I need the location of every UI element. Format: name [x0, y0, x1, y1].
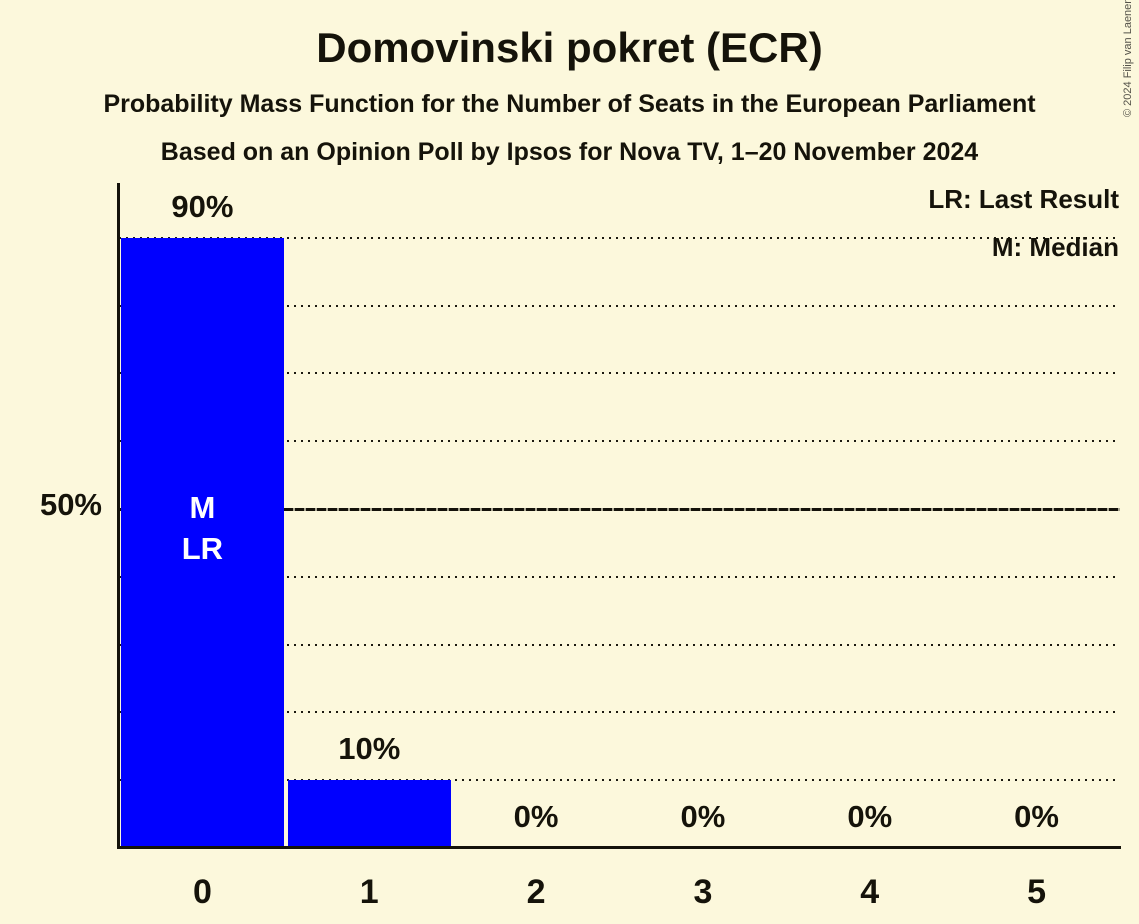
chart-title: Domovinski pokret (ECR): [316, 24, 823, 71]
bar-annotation-median-lastresult: M LR: [181, 490, 224, 566]
bar-value-label-4: 0%: [847, 799, 893, 834]
gridline-40pct: [119, 575, 1120, 578]
gridline-60pct: [119, 440, 1120, 443]
gridline-90pct: [119, 236, 1120, 239]
gridline-50pct: [119, 507, 1120, 511]
bar-seats-0: [120, 237, 284, 846]
bar-seats-1: [287, 780, 451, 846]
copyright-notice: © 2024 Filip van Laenen: [1122, 0, 1134, 117]
y-axis-tick-label: 50%: [39, 487, 102, 522]
gridline-20pct: [119, 711, 1120, 714]
bar-value-label-0: 90%: [171, 188, 234, 224]
x-tick-label-1: 1: [359, 873, 379, 911]
x-tick-label-0: 0: [192, 873, 212, 911]
gridline-10pct: [119, 779, 1120, 782]
chart-source-line: Based on an Opinion Poll by Ipsos for No…: [160, 138, 979, 166]
gridline-30pct: [119, 643, 1120, 646]
bar-value-label-1: 10%: [338, 731, 401, 767]
y-axis-line: [117, 183, 120, 849]
x-tick-label-4: 4: [860, 873, 880, 911]
legend-entry-median: M: Median: [991, 232, 1119, 262]
x-tick-label-5: 5: [1027, 873, 1047, 911]
x-tick-label-3: 3: [693, 873, 713, 911]
gridline-70pct: [119, 372, 1120, 375]
gridline-80pct: [119, 304, 1120, 307]
bar-value-label-5: 0%: [1014, 799, 1059, 834]
x-axis-line: [117, 846, 1121, 849]
legend-entry-last-result: LR: Last Result: [928, 184, 1119, 214]
bar-value-label-2: 0%: [513, 799, 559, 834]
x-tick-label-2: 2: [526, 873, 546, 911]
bar-value-label-3: 0%: [680, 799, 726, 834]
chart-subtitle: Probability Mass Function for the Number…: [103, 90, 1036, 118]
